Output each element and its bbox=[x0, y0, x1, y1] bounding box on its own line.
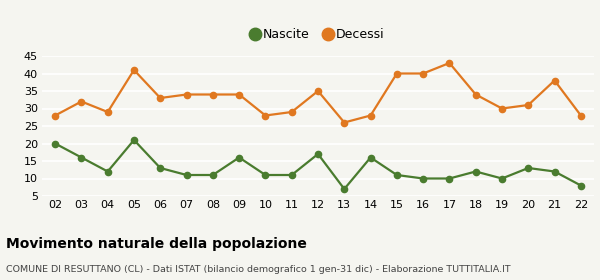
Text: Movimento naturale della popolazione: Movimento naturale della popolazione bbox=[6, 237, 307, 251]
Text: COMUNE DI RESUTTANO (CL) - Dati ISTAT (bilancio demografico 1 gen-31 dic) - Elab: COMUNE DI RESUTTANO (CL) - Dati ISTAT (b… bbox=[6, 265, 511, 274]
Legend: Nascite, Decessi: Nascite, Decessi bbox=[247, 23, 389, 46]
